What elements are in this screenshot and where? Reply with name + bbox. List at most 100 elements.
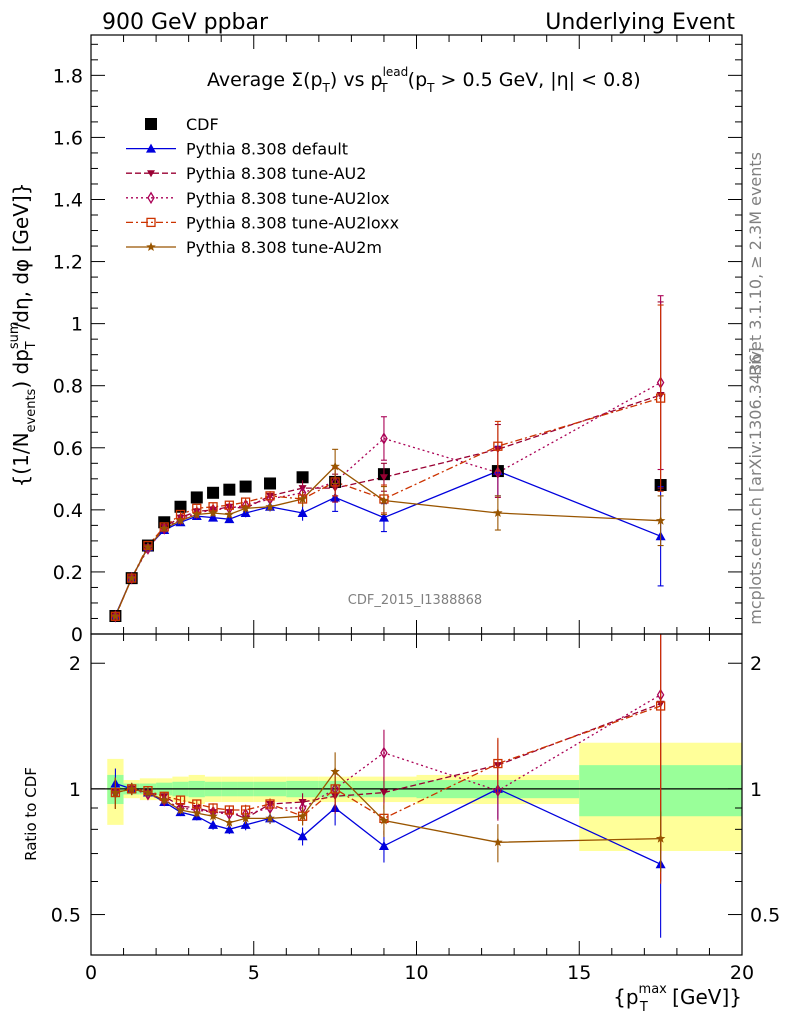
series-5-point [110,611,121,621]
analysis-watermark: CDF_2015_I1388868 [348,593,482,608]
series-3-point [380,432,388,445]
ratio-series-4-point [110,787,121,797]
ratio-series-3-point [655,701,666,711]
legend-marker [146,242,156,251]
legend-entry: CDF [145,115,219,134]
ratio-series-4-point [143,787,153,797]
upper-y-tick-label: 0.8 [53,376,83,398]
series-5-point [143,542,153,552]
series-1-point [208,512,219,522]
x-axis-label: {pmax T [GeV]} [613,982,742,1015]
series-2-point [379,474,388,482]
legend-entry: Pythia 8.308 tune-AU2m [126,238,382,257]
ratio-series-3-point [493,758,503,769]
upper-y-tick-label: 0.4 [53,500,83,522]
series-5-point [208,508,218,517]
legend-marker [145,118,157,130]
series-5-point [175,515,186,525]
x-tick-label: 10 [404,962,428,984]
ratio-series-0-point [240,819,251,829]
series-4-point [655,393,666,403]
series-0-point [239,480,252,493]
legend-label: Pythia 8.308 tune-AU2 [186,164,366,183]
series-5-point [159,523,169,533]
ratio-series-4-point [159,795,169,805]
series-4-line [114,397,661,617]
ratio-series-2-point [380,746,388,760]
series-0-point [264,477,277,490]
upper-y-axis-label: {(1/Nevents) dpsum T/dη, dφ [GeV]} [7,183,39,488]
ratio-series-0-point [297,831,308,841]
lower-y-tick-label-right: 0.5 [750,905,780,927]
ratio-series-3-point [175,795,186,805]
series-0-point [296,471,309,484]
series-0-point [207,486,220,499]
ratio-series-4-point [208,811,218,821]
legend-label: Pythia 8.308 default [186,140,348,159]
series-5-point [655,515,666,525]
upper-y-tick-label: 1.4 [53,189,83,211]
series-1-point [378,512,389,522]
ratio-series-2-line [115,694,661,815]
ratio-series-4-point [192,808,202,818]
legend-marker [147,170,155,178]
series-4-point [493,441,503,451]
legend-entry: Pythia 8.308 tune-AU2loxx [126,213,399,232]
legend-entry: Pythia 8.308 tune-AU2lox [126,189,390,208]
legend-marker [147,191,155,205]
ratio-series-4-point [240,813,251,823]
x-tick-label: 15 [567,962,591,984]
ratio-series-1-point [379,789,388,797]
ratio-series-2-point [160,793,168,807]
upper-y-tick-label: 0.6 [53,438,83,460]
series-5-point [330,461,340,471]
ratio-series-0-point [208,819,219,829]
series-5-point [224,509,235,519]
series-1-point [297,507,308,517]
ratio-series-4-point [330,766,340,776]
legend-entry: Pythia 8.308 tune-AU2 [126,164,366,183]
series-5-point [192,509,202,519]
legend-marker [146,143,156,153]
series-3-point [193,506,201,520]
header-right: Underlying Event [545,10,735,35]
lower-y-tick-label: 0.5 [51,905,81,927]
legend-label: CDF [186,115,219,134]
series-5-point [265,501,275,511]
series-3-point [176,512,185,526]
ratio-series-4-point [297,811,308,821]
series-0-point [174,500,187,513]
upper-y-tick-label: 1.6 [53,127,83,149]
ratio-series-4-point [224,817,235,827]
series-3-point [160,522,168,535]
ratio-series-2-point [494,784,502,797]
series-5-point [297,494,308,503]
legend-label: Pythia 8.308 tune-AU2lox [186,189,390,208]
ratio-series-4-point [265,813,275,823]
ratio-series-4-point [379,815,389,825]
series-5-point [379,495,389,505]
series-5-point [493,508,503,517]
series-5-point [240,503,251,513]
upper-y-tick-label: 0 [71,624,83,646]
header-left: 900 GeV ppbar [102,10,269,35]
x-tick-label: 5 [248,962,260,984]
ratio-series-3-point [224,805,234,815]
series-3-point [111,610,120,623]
upper-y-tick-label: 0.2 [53,562,83,584]
rivet-label: Rivet 3.1.10, ≥ 2.3M events [746,152,765,376]
legend-marker [146,217,156,228]
lower-y-tick-label: 1 [69,779,81,801]
series-0-point [223,483,236,496]
ratio-series-4-point [126,783,137,793]
x-tick-label: 0 [85,962,97,984]
x-tick-label: 20 [730,962,754,984]
ratio-series-0-point [378,840,389,850]
upper-y-tick-label: 1.2 [53,252,83,274]
lower-y-tick-label-right: 1 [750,779,762,801]
upper-y-tick-label: 1.8 [53,65,83,87]
ratio-series-0-point [224,824,235,834]
lower-y-tick-label-right: 2 [750,653,762,675]
mcplots-label: mcplots.cern.ch [arXiv:1306.3436] [746,347,765,624]
ratio-series-4-point [175,805,186,815]
